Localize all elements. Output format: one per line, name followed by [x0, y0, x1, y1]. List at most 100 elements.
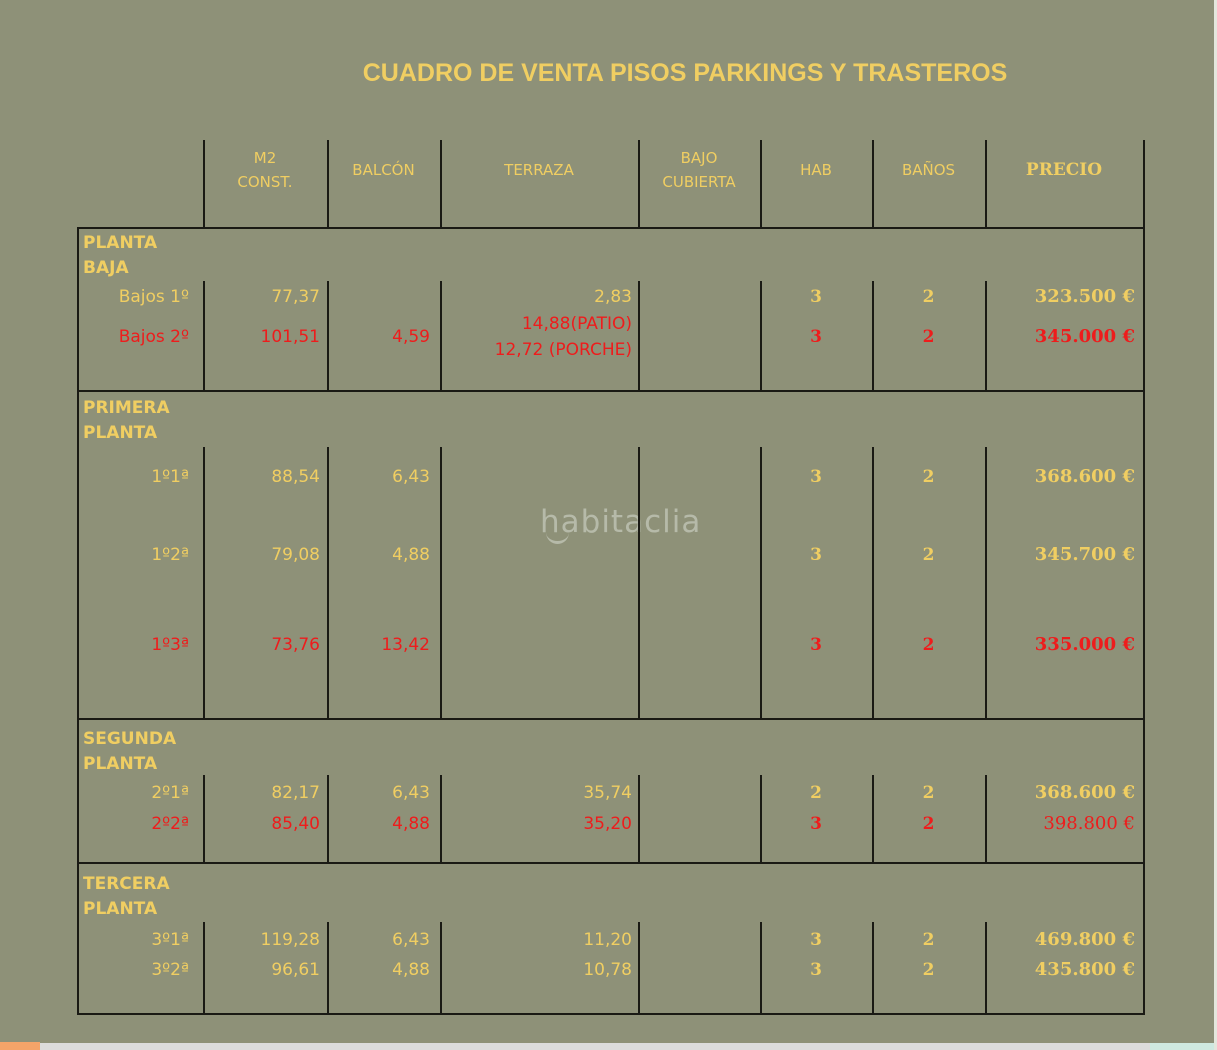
- cell-m2-const: 79,08: [271, 545, 320, 565]
- cell-precio: 469.800 €: [1034, 929, 1135, 950]
- grid-line: [440, 775, 442, 862]
- grid-line: [638, 775, 640, 862]
- cell-banos: 2: [922, 783, 935, 803]
- grid-line: [440, 140, 442, 227]
- grid-line: [638, 922, 640, 1013]
- horizontal-scrollbar-track[interactable]: [0, 1043, 1217, 1050]
- cell-hab: 3: [810, 635, 822, 655]
- cell-hab: 3: [810, 467, 822, 487]
- cell-terraza: [440, 540, 632, 570]
- table-row: Bajos 1º 77,37 2,83 3 2 323.500 €: [0, 282, 1217, 312]
- grid-line: [985, 775, 987, 862]
- cell-balcon: 4,88: [392, 814, 430, 834]
- grid-line: [440, 281, 442, 390]
- column-header-hab: HAB: [800, 161, 832, 179]
- grid-line: [77, 862, 1145, 864]
- cell-precio: 335.000 €: [1034, 634, 1135, 655]
- section-title-planta-baja: PLANTA BAJA: [83, 233, 158, 278]
- cell-unit-label: 1º1ª: [151, 467, 189, 487]
- cell-banos: 2: [922, 545, 935, 565]
- cell-banos: 2: [922, 635, 935, 655]
- cell-hab: 3: [810, 327, 822, 347]
- grid-line: [760, 140, 762, 227]
- column-header-bajo-cubierta: BAJO CUBIERTA: [662, 149, 736, 191]
- cell-m2-const: 88,54: [271, 467, 320, 487]
- cell-hab: 3: [810, 930, 822, 950]
- cell-unit-label: 3º2ª: [151, 960, 189, 980]
- grid-line: [760, 281, 762, 390]
- cell-unit-label: 1º3ª: [151, 635, 189, 655]
- grid-line: [327, 775, 329, 862]
- grid-line: [77, 1013, 1145, 1015]
- cell-banos: 2: [922, 287, 935, 307]
- cell-precio: 368.600 €: [1034, 466, 1135, 487]
- cell-banos: 2: [922, 467, 935, 487]
- grid-line: [327, 140, 329, 227]
- cell-precio: 368.600 €: [1034, 782, 1135, 803]
- cell-precio: 345.000 €: [1034, 326, 1135, 347]
- cell-m2-const: 101,51: [260, 327, 320, 347]
- cell-bajo-cubierta: [638, 540, 760, 570]
- cell-terraza-line1: 14,88(PATIO): [521, 314, 632, 334]
- table-row: 1º1ª 88,54 6,43 3 2 368.600 €: [0, 462, 1217, 492]
- cell-hab: 2: [810, 783, 822, 803]
- habitaclia-watermark-smile-icon: [546, 532, 569, 544]
- column-header-precio: PRECIO: [1025, 160, 1103, 180]
- cell-terraza: 35,20: [583, 814, 632, 834]
- column-header-balcon: BALCÓN: [352, 161, 415, 179]
- cell-terraza: 35,74: [583, 783, 632, 803]
- horizontal-scrollbar-thumb[interactable]: [0, 1042, 40, 1050]
- cell-balcon: 13,42: [381, 635, 430, 655]
- cell-terraza: 2,83: [594, 287, 632, 307]
- cell-balcon: 4,59: [392, 327, 430, 347]
- cell-terraza: [440, 462, 632, 492]
- grid-line: [440, 447, 442, 718]
- grid-line: [872, 447, 874, 718]
- cell-terraza: 11,20: [583, 930, 632, 950]
- cell-bajo-cubierta: [638, 778, 760, 808]
- grid-line: [203, 775, 205, 862]
- cell-bajo-cubierta: [638, 462, 760, 492]
- cell-precio: 345.700 €: [1034, 544, 1135, 565]
- page-title: CUADRO DE VENTA PISOS PARKINGS Y TRASTER…: [362, 59, 1008, 87]
- grid-line: [77, 227, 1145, 229]
- table-row: 3º2ª 96,61 4,88 10,78 3 2 435.800 €: [0, 955, 1217, 985]
- cell-balcon: 6,43: [392, 930, 430, 950]
- grid-line: [638, 140, 640, 227]
- table-row: 3º1ª 119,28 6,43 11,20 3 2 469.800 €: [0, 925, 1217, 955]
- grid-line: [203, 922, 205, 1013]
- grid-line: [760, 922, 762, 1013]
- cell-unit-label: 2º1ª: [151, 783, 189, 803]
- column-header-m2-const: M2 CONST.: [237, 149, 293, 191]
- scrollbar-corner: [1150, 1043, 1217, 1050]
- table-row: 2º1ª 82,17 6,43 35,74 2 2 368.600 €: [0, 778, 1217, 808]
- grid-line: [872, 775, 874, 862]
- cell-unit-label: Bajos 1º: [118, 287, 189, 307]
- cell-balcon: 6,43: [392, 467, 430, 487]
- grid-line: [638, 447, 640, 718]
- cell-terraza-line2: 12,72 (PORCHE): [494, 340, 632, 360]
- cell-banos: 2: [922, 814, 935, 834]
- column-header-terraza: TERRAZA: [504, 161, 574, 179]
- cell-hab: 3: [810, 545, 822, 565]
- cell-balcon: 6,43: [392, 783, 430, 803]
- cell-bajo-cubierta: [638, 925, 760, 955]
- section-title-tercera-planta: TERCERA PLANTA: [83, 874, 170, 919]
- grid-line: [872, 281, 874, 390]
- cell-m2-const: 77,37: [271, 287, 320, 307]
- grid-line: [203, 140, 205, 227]
- cell-hab: 3: [810, 960, 822, 980]
- table-row: Bajos 2º 101,51 4,59 14,88(PATIO) 12,72 (…: [0, 311, 1217, 363]
- cell-unit-label: 3º1ª: [151, 930, 189, 950]
- cell-bajo-cubierta: [638, 809, 760, 839]
- grid-line: [985, 922, 987, 1013]
- grid-line: [203, 447, 205, 718]
- cell-m2-const: 73,76: [271, 635, 320, 655]
- grid-line: [1143, 140, 1145, 1015]
- cell-unit-label: Bajos 2º: [118, 327, 189, 347]
- cell-unit-label: 1º2ª: [151, 545, 189, 565]
- grid-line: [985, 140, 987, 227]
- grid-line: [327, 447, 329, 718]
- grid-line: [440, 922, 442, 1013]
